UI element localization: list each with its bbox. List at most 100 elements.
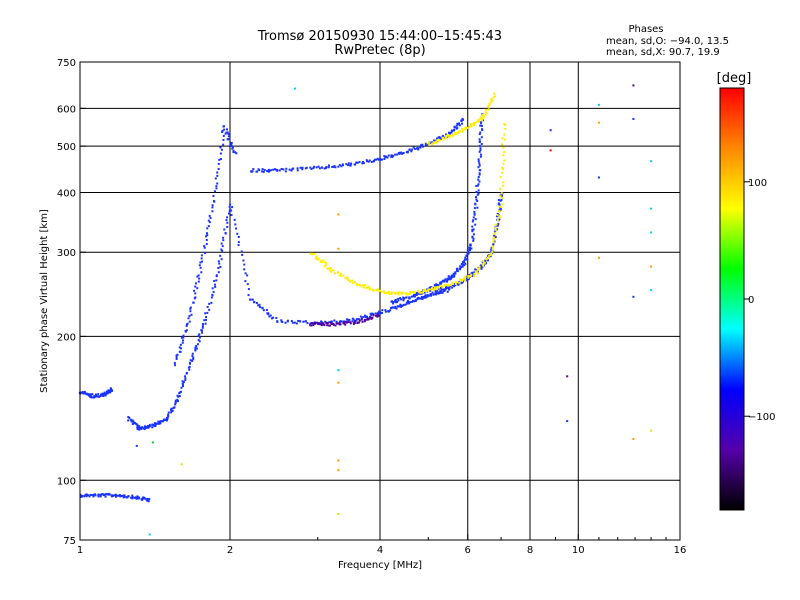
data-point <box>451 274 454 277</box>
data-point <box>418 297 421 300</box>
data-point <box>478 265 481 268</box>
data-point <box>449 277 452 280</box>
data-point <box>437 292 440 295</box>
data-point <box>475 269 478 272</box>
data-point <box>329 321 332 324</box>
data-point <box>434 140 437 143</box>
data-point <box>293 87 296 90</box>
y-tick-label: 300 <box>57 248 76 259</box>
data-point <box>234 151 237 154</box>
data-point <box>461 122 464 125</box>
data-point <box>480 265 483 268</box>
data-point <box>130 420 133 423</box>
data-point <box>157 420 160 423</box>
data-point <box>394 298 397 301</box>
data-point <box>346 318 349 321</box>
data-point <box>368 159 371 162</box>
data-point <box>314 257 317 260</box>
data-point <box>420 297 423 300</box>
data-point <box>352 322 355 325</box>
data-point <box>94 395 97 398</box>
data-point <box>318 322 321 325</box>
data-point <box>199 266 202 269</box>
data-point <box>369 312 372 315</box>
data-point <box>130 496 133 499</box>
data-point <box>549 149 552 152</box>
data-point <box>329 269 332 272</box>
data-point <box>503 122 506 125</box>
data-point <box>189 307 192 310</box>
data-point <box>332 322 335 325</box>
grid-lines <box>80 62 680 540</box>
data-point <box>490 98 493 101</box>
colorbar-tick-label: 100 <box>748 178 767 189</box>
data-point <box>441 279 444 282</box>
data-point <box>375 288 378 291</box>
data-point <box>441 286 444 289</box>
data-point <box>120 494 123 497</box>
data-point <box>437 284 440 287</box>
data-point <box>462 118 465 121</box>
data-point <box>471 228 474 231</box>
data-point <box>402 151 405 154</box>
data-point <box>383 292 386 295</box>
data-point <box>385 291 388 294</box>
data-point <box>380 290 383 293</box>
data-point <box>114 495 117 498</box>
data-point <box>478 173 481 176</box>
data-point <box>468 275 471 278</box>
data-point <box>453 132 456 135</box>
data-point <box>230 143 233 146</box>
data-point <box>223 228 226 231</box>
data-point <box>474 202 477 205</box>
stats-o-mode: mean, sd,O: −94.0, 13.5 <box>606 36 729 47</box>
data-point <box>222 143 225 146</box>
data-point <box>502 154 505 157</box>
data-point <box>340 272 343 275</box>
data-point <box>370 313 373 316</box>
data-point <box>214 177 217 180</box>
data-point <box>320 322 323 325</box>
data-point <box>276 169 279 172</box>
data-point <box>328 321 331 324</box>
data-point <box>188 315 191 318</box>
data-point <box>240 250 243 253</box>
data-point <box>504 124 507 127</box>
data-point <box>394 301 397 304</box>
data-point <box>154 423 157 426</box>
data-point <box>145 498 148 501</box>
data-point <box>502 146 505 149</box>
data-point <box>104 495 107 498</box>
data-point <box>242 259 245 262</box>
data-point <box>484 259 487 262</box>
data-point <box>310 322 313 325</box>
data-point <box>454 284 457 287</box>
data-point <box>438 291 441 294</box>
data-point <box>218 158 221 161</box>
data-point <box>456 126 459 129</box>
data-point <box>409 290 412 293</box>
data-point <box>123 494 126 497</box>
data-point <box>414 293 417 296</box>
data-point <box>452 282 455 285</box>
data-point <box>372 314 375 317</box>
data-point <box>448 136 451 139</box>
data-point <box>317 323 320 326</box>
data-point <box>227 132 230 135</box>
data-point <box>392 302 395 305</box>
data-point <box>399 303 402 306</box>
data-point <box>424 142 427 145</box>
data-point <box>137 426 140 429</box>
data-point <box>211 210 214 213</box>
data-point <box>479 131 482 134</box>
data-point <box>101 493 104 496</box>
data-point <box>174 401 177 404</box>
data-point <box>443 280 446 283</box>
data-point <box>406 293 409 296</box>
data-point <box>442 138 445 141</box>
data-point <box>478 140 481 143</box>
data-point <box>390 154 393 157</box>
data-point <box>158 420 161 423</box>
data-point <box>404 292 407 295</box>
data-point <box>431 142 434 145</box>
